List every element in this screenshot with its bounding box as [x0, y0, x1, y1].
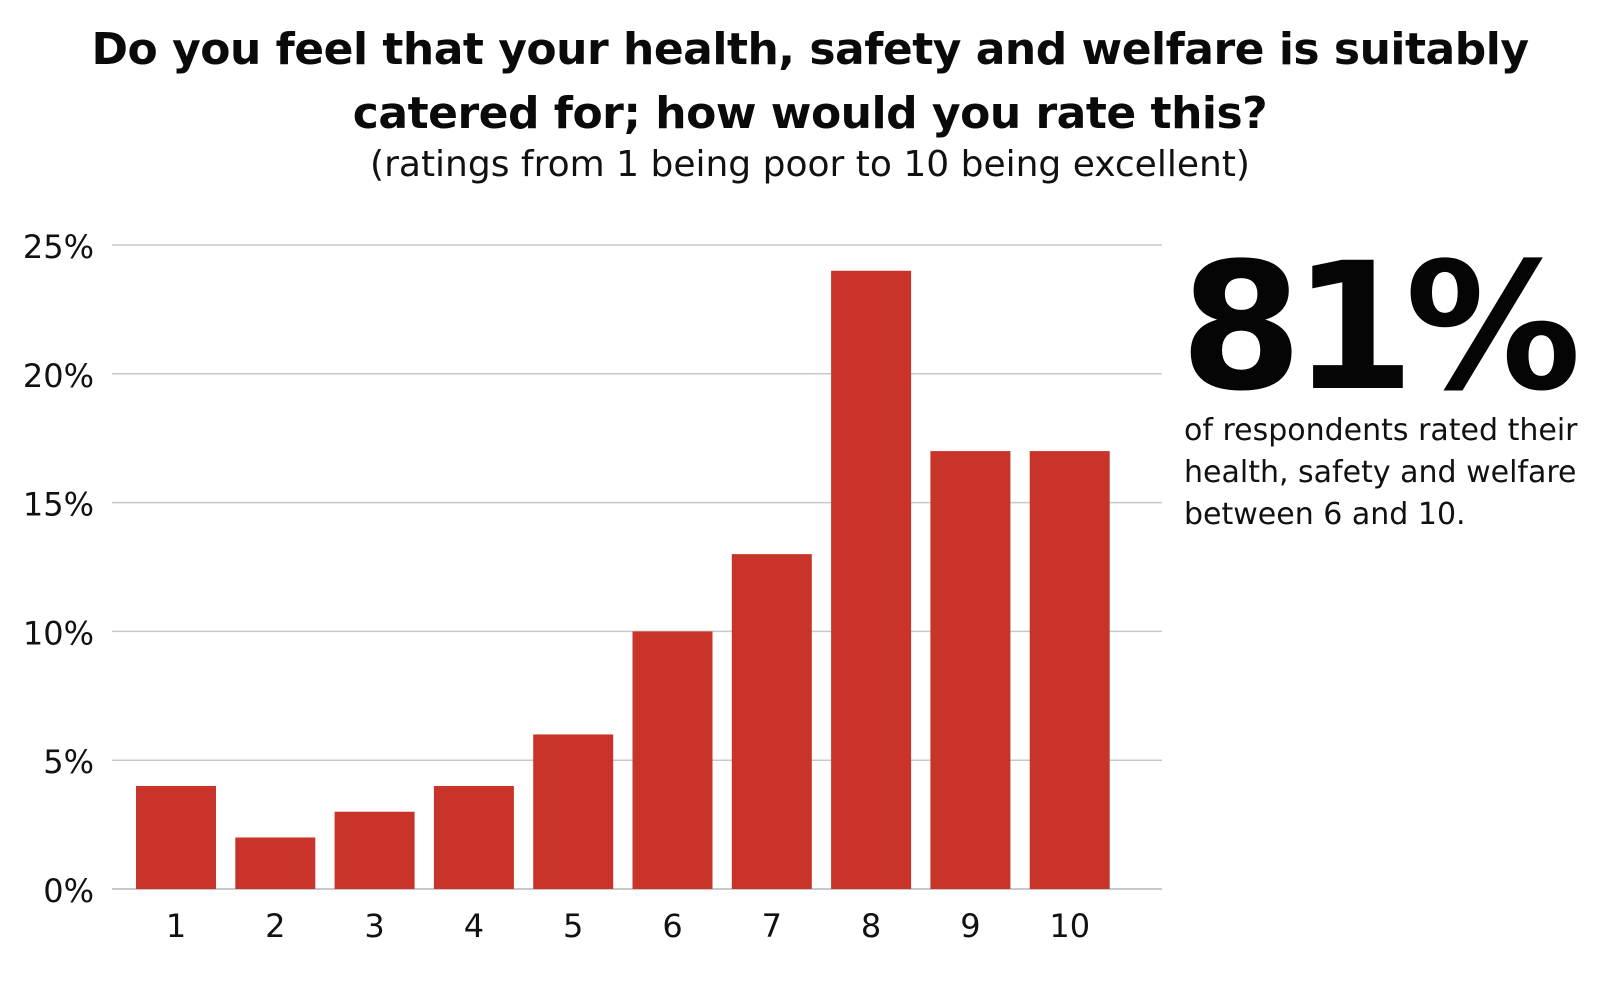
y-tick-label: 0%: [43, 872, 94, 910]
y-tick-label: 15%: [23, 486, 94, 524]
bar-rating-9: [930, 451, 1011, 889]
bar-rating-5: [533, 734, 614, 889]
bar-rating-10: [1029, 451, 1110, 889]
bar-rating-8: [831, 270, 912, 889]
x-tick-label: 5: [563, 907, 583, 945]
x-tick-label: 2: [265, 907, 285, 945]
bar-rating-6: [632, 631, 713, 889]
y-tick-label: 25%: [23, 228, 94, 266]
y-tick-label: 5%: [43, 743, 94, 781]
x-tick-label: 6: [662, 907, 682, 945]
x-tick-label: 10: [1049, 907, 1090, 945]
x-tick-label: 1: [166, 907, 186, 945]
x-tick-label: 9: [960, 907, 980, 945]
y-axis-tick-labels: 0% 5% 10% 15% 20% 25%: [23, 228, 94, 910]
headline-percentage: 81%: [1180, 225, 1581, 430]
headline-caption: of respondents rated their health, safet…: [1184, 413, 1578, 532]
chart-subtitle: (ratings from 1 being poor to 10 being e…: [370, 144, 1250, 185]
y-tick-label: 20%: [23, 357, 94, 395]
bar-rating-2: [235, 837, 316, 889]
bars: [136, 270, 1110, 889]
bar-rating-1: [136, 785, 216, 889]
bar-rating-7: [731, 554, 812, 889]
x-tick-label: 4: [464, 907, 484, 945]
x-tick-label: 3: [364, 907, 384, 945]
x-tick-label: 8: [861, 907, 881, 945]
y-tick-label: 10%: [23, 614, 94, 652]
bar-rating-3: [334, 811, 415, 889]
x-axis-tick-labels: 1 2 3 4 5 6 7 8 9 10: [166, 907, 1090, 945]
x-tick-label: 7: [762, 907, 782, 945]
bar-rating-4: [433, 785, 514, 889]
bar-chart: 0% 5% 10% 15% 20% 25% 1 2 3 4 5 6 7 8 9 10: [23, 228, 1162, 945]
chart-title: Do you feel that your health, safety and…: [91, 24, 1530, 139]
